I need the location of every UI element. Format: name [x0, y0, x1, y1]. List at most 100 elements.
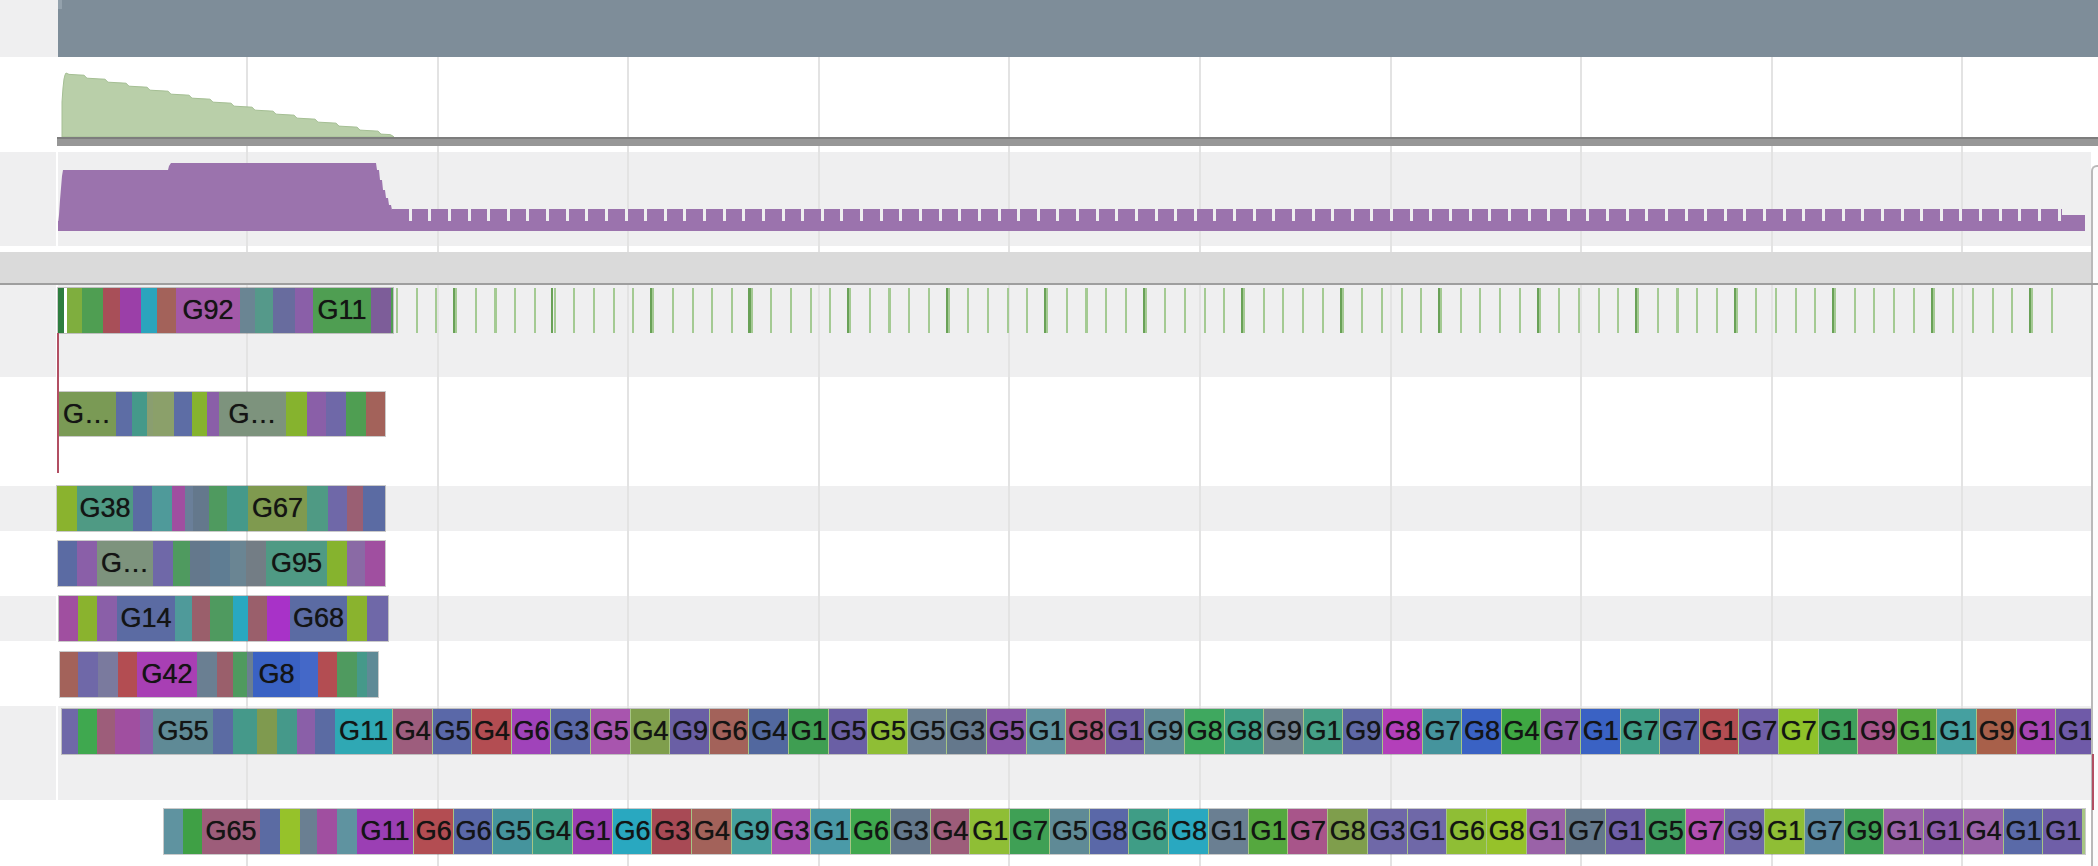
trace-span[interactable]: [210, 596, 233, 641]
trace-span[interactable]: [233, 596, 248, 641]
trace-span[interactable]: G92: [176, 288, 240, 333]
trace-span[interactable]: G14: [117, 596, 175, 641]
collapsed-track-divider[interactable]: [0, 252, 2091, 284]
trace-span[interactable]: G6: [709, 709, 750, 754]
trace-span[interactable]: G…: [58, 392, 116, 436]
trace-span[interactable]: [391, 288, 393, 333]
trace-span[interactable]: [240, 288, 255, 333]
trace-span[interactable]: [367, 652, 378, 697]
trace-span[interactable]: G4: [532, 809, 573, 854]
trace-span[interactable]: G6: [413, 809, 454, 854]
trace-span[interactable]: G1: [1818, 709, 1859, 754]
trace-span[interactable]: G1: [1303, 709, 1344, 754]
trace-span[interactable]: [173, 541, 190, 586]
trace-span[interactable]: [118, 652, 137, 697]
trace-span[interactable]: [78, 652, 98, 697]
trace-span[interactable]: G4: [1963, 809, 2004, 854]
trace-span[interactable]: G5: [907, 709, 948, 754]
trace-span[interactable]: [57, 486, 77, 531]
trace-span[interactable]: [267, 596, 290, 641]
trace-span[interactable]: [192, 596, 210, 641]
trace-span[interactable]: [347, 541, 365, 586]
trace-span[interactable]: G1: [1526, 809, 1567, 854]
trace-span[interactable]: [337, 652, 357, 697]
trace-span[interactable]: G3: [771, 809, 812, 854]
trace-span[interactable]: G7: [1738, 709, 1779, 754]
trace-span[interactable]: G4: [1501, 709, 1542, 754]
trace-span[interactable]: G42: [137, 652, 197, 697]
trace-span[interactable]: G9: [1844, 809, 1885, 854]
trace-span[interactable]: [141, 288, 157, 333]
trace-span[interactable]: G8: [253, 652, 300, 697]
trace-span[interactable]: [58, 541, 77, 586]
trace-span[interactable]: G3: [1367, 809, 1408, 854]
trace-span[interactable]: [277, 709, 297, 754]
trace-span[interactable]: [328, 486, 347, 531]
trace-span[interactable]: [190, 541, 210, 586]
trace-span[interactable]: G5: [1645, 809, 1686, 854]
trace-span[interactable]: [327, 541, 347, 586]
trace-span[interactable]: [337, 809, 357, 854]
trace-span[interactable]: G7: [1009, 809, 1050, 854]
trace-span[interactable]: [209, 486, 227, 531]
trace-span[interactable]: [346, 392, 366, 436]
trace-span[interactable]: [233, 652, 247, 697]
trace-span[interactable]: G65: [202, 809, 260, 854]
trace-span[interactable]: G7: [1620, 709, 1661, 754]
trace-span[interactable]: [67, 288, 82, 333]
trace-span[interactable]: G8: [1382, 709, 1423, 754]
trace-span[interactable]: G8: [1486, 809, 1527, 854]
trace-span[interactable]: [133, 486, 152, 531]
trace-span[interactable]: G9: [1724, 809, 1765, 854]
trace-span[interactable]: G68: [290, 596, 347, 641]
trace-span[interactable]: G1: [1580, 709, 1621, 754]
trace-span[interactable]: [78, 596, 97, 641]
trace-span[interactable]: [78, 709, 97, 754]
trace-span[interactable]: G5: [1049, 809, 1090, 854]
trace-span[interactable]: [115, 709, 140, 754]
trace-span[interactable]: [62, 709, 78, 754]
trace-span[interactable]: [300, 809, 317, 854]
trace-span[interactable]: [366, 392, 385, 436]
memory-pulse-strip[interactable]: [392, 209, 2062, 221]
trace-span[interactable]: [153, 541, 173, 586]
trace-span[interactable]: G5: [828, 709, 869, 754]
trace-span[interactable]: [300, 652, 318, 697]
trace-span[interactable]: G1: [1407, 809, 1448, 854]
trace-span[interactable]: G8: [1327, 809, 1368, 854]
trace-span[interactable]: G7: [1685, 809, 1726, 854]
trace-span[interactable]: G5: [867, 709, 908, 754]
trace-span[interactable]: G7: [1540, 709, 1581, 754]
trace-span[interactable]: G1: [1248, 809, 1289, 854]
trace-span[interactable]: [295, 288, 313, 333]
trace-span[interactable]: [210, 541, 230, 586]
trace-span[interactable]: G1: [1605, 809, 1646, 854]
trace-span[interactable]: G…: [219, 392, 286, 436]
trace-span[interactable]: G95: [266, 541, 327, 586]
trace-span[interactable]: G8: [1224, 709, 1265, 754]
trace-span[interactable]: [97, 596, 117, 641]
trace-span[interactable]: G9: [669, 709, 710, 754]
trace-span[interactable]: G6: [453, 809, 494, 854]
trace-span[interactable]: [318, 652, 337, 697]
trace-span[interactable]: [246, 541, 266, 586]
trace-span[interactable]: [307, 486, 328, 531]
trace-span[interactable]: G6: [1128, 809, 1169, 854]
trace-span[interactable]: G1: [2042, 809, 2083, 854]
trace-span[interactable]: G11: [335, 709, 392, 754]
trace-span[interactable]: [153, 392, 174, 436]
trace-span[interactable]: G3: [890, 809, 931, 854]
trace-span[interactable]: G4: [748, 709, 789, 754]
trace-span[interactable]: [97, 709, 115, 754]
trace-span[interactable]: G9: [1263, 709, 1304, 754]
trace-span[interactable]: [140, 709, 153, 754]
trace-span[interactable]: G6: [1446, 809, 1487, 854]
trace-span[interactable]: [192, 392, 207, 436]
trace-span[interactable]: [371, 288, 391, 333]
trace-span[interactable]: G8: [1184, 709, 1225, 754]
trace-span[interactable]: G11: [357, 809, 413, 854]
trace-span[interactable]: G1: [969, 809, 1010, 854]
trace-span[interactable]: G4: [930, 809, 971, 854]
trace-span[interactable]: [315, 709, 335, 754]
cpu-usage-histogram[interactable]: [62, 73, 394, 137]
